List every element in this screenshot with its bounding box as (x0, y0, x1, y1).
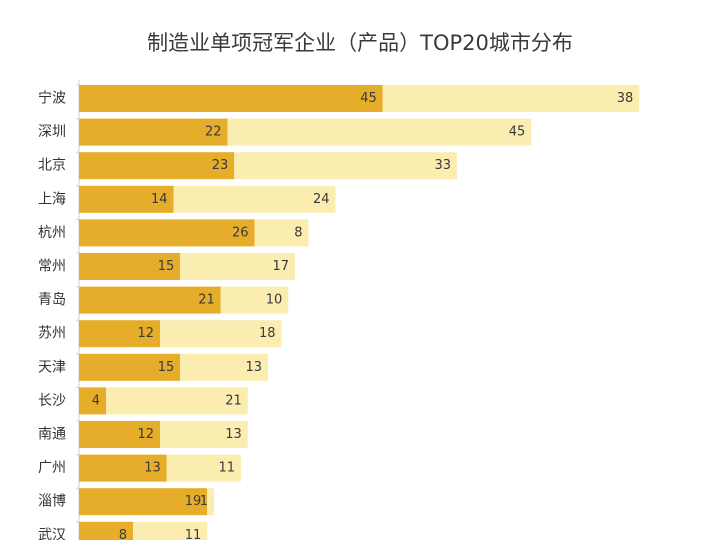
bar-segment-light (160, 421, 248, 448)
bar-segment-dark (79, 152, 235, 180)
data-label: 24 (313, 192, 330, 207)
bar-segment-light (180, 253, 295, 280)
category-label: 天津 (38, 359, 66, 375)
bar-segment-dark (79, 185, 174, 213)
data-label: 17 (272, 259, 289, 274)
data-label: 45 (360, 91, 377, 106)
bar-segment-dark (79, 85, 383, 112)
category-label: 宁波 (38, 90, 66, 107)
data-label: 8 (119, 528, 127, 540)
data-label: 12 (137, 427, 154, 442)
data-label: 1 (200, 494, 208, 509)
category-label: 长沙 (38, 393, 66, 409)
data-label: 33 (434, 158, 451, 173)
bar-segment-dark (79, 219, 255, 247)
data-label: 45 (509, 125, 526, 140)
category-label: 苏州 (38, 326, 66, 342)
data-label: 23 (212, 158, 229, 173)
data-label: 13 (225, 427, 242, 442)
data-label: 11 (218, 461, 235, 476)
bar-segment-dark (79, 521, 133, 540)
category-label: 杭州 (38, 225, 66, 241)
data-label: 14 (151, 192, 168, 207)
data-label: 15 (158, 259, 175, 274)
bar-segment-dark (79, 454, 167, 482)
data-label: 18 (259, 326, 276, 341)
data-label: 19 (185, 494, 202, 509)
bar-segment-dark (79, 421, 160, 448)
bar-segment-light (234, 152, 457, 180)
data-label: 38 (617, 91, 634, 106)
bar-segment-dark (79, 286, 221, 314)
data-label: 13 (245, 360, 262, 375)
category-label: 深圳 (38, 124, 66, 140)
bar-segment-light (180, 353, 268, 381)
category-label: 淄博 (38, 493, 66, 510)
category-label: 武汉 (38, 527, 66, 540)
bar-segment-light (254, 219, 309, 247)
data-label: 8 (294, 225, 302, 240)
data-label: 26 (232, 225, 249, 240)
data-label: 22 (205, 125, 222, 140)
data-label: 11 (185, 528, 202, 540)
data-label: 13 (144, 461, 161, 476)
category-label: 北京 (38, 158, 66, 174)
category-label: 南通 (38, 427, 66, 443)
bar-segment-dark (79, 488, 208, 516)
category-label: 上海 (38, 191, 66, 207)
data-label: 12 (137, 326, 154, 341)
data-label: 21 (225, 393, 242, 408)
bar-segment-light (382, 85, 640, 112)
bar-segment-dark (79, 387, 106, 415)
bar-segment-dark (79, 118, 228, 146)
category-label: 常州 (38, 259, 66, 275)
bar-segment-light (133, 521, 208, 540)
bar-segment-dark (79, 320, 160, 348)
data-label: 10 (266, 293, 283, 308)
bar-segment-light (220, 286, 289, 314)
data-label: 15 (158, 360, 175, 375)
bar-segment-light (173, 185, 336, 213)
bar-segment-light (106, 387, 248, 415)
bar-segment-light (160, 320, 282, 348)
bar-segment-dark (79, 353, 181, 381)
category-label: 广州 (38, 460, 66, 476)
data-label: 4 (92, 393, 100, 408)
bar-segment-light (207, 488, 214, 516)
bar-segment-dark (79, 253, 181, 280)
chart-title: 制造业单项冠军企业（产品）TOP20城市分布 (147, 31, 573, 55)
bar-segment-light (227, 118, 532, 146)
data-label: 21 (198, 293, 215, 308)
category-label: 青岛 (38, 292, 66, 308)
bar-segment-light (166, 454, 241, 482)
